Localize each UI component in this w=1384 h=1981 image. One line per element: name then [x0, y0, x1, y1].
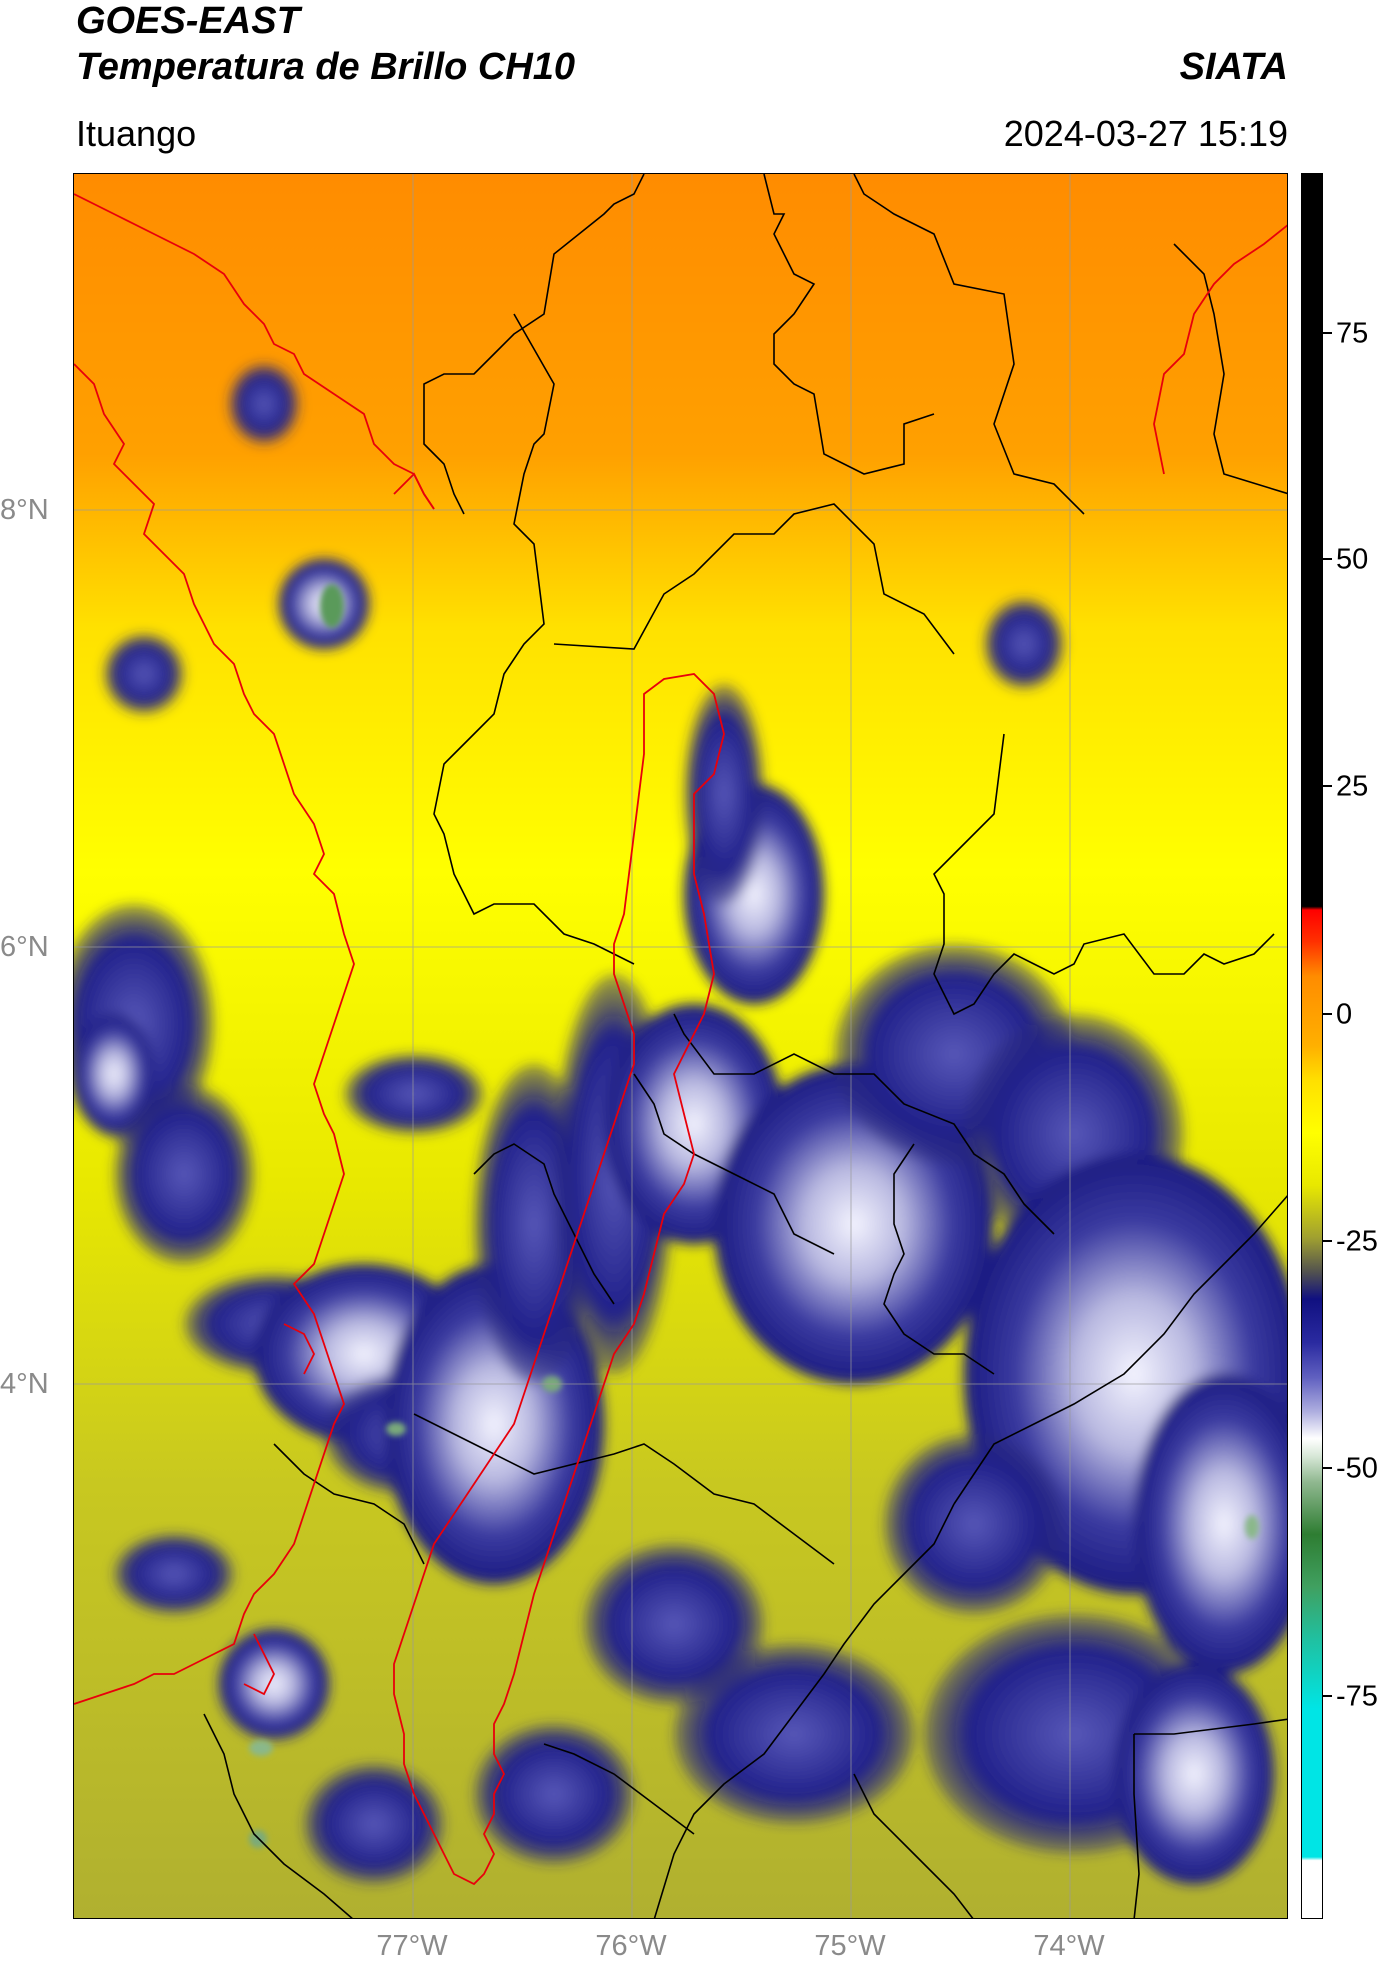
colorbar-label-minus75: -75: [1336, 1680, 1378, 1713]
brand-label: SIATA: [1179, 46, 1288, 88]
brightness-temperature-map[interactable]: [73, 173, 1288, 1919]
colorbar-label-minus25: -25: [1336, 1225, 1378, 1258]
map-timestamp: 2024-03-27 15:19: [1003, 113, 1288, 154]
department-borders: [203, 174, 1287, 1918]
colorbar-label-0: 0: [1336, 998, 1353, 1031]
colorbar-tick-minus50: [1323, 1467, 1332, 1469]
cloud-tops-layer: [74, 364, 1287, 1884]
colorbar-label-minus50: -50: [1336, 1452, 1378, 1485]
lat-label-4n: 4°N: [0, 1368, 49, 1400]
colorbar-tick-75: [1323, 332, 1332, 334]
colorbar-tick-50: [1323, 558, 1332, 560]
colorbar-label-25: 25: [1336, 770, 1369, 803]
lon-label-77w: 77°W: [376, 1930, 448, 1962]
gridlines: [74, 174, 1287, 1918]
colorbar-tick-minus75: [1323, 1695, 1332, 1697]
colorbar-label-50: 50: [1336, 543, 1369, 576]
colorbar-tick-0: [1323, 1013, 1332, 1015]
colorbar-tick-minus25: [1323, 1240, 1332, 1242]
lon-label-74w: 74°W: [1033, 1930, 1105, 1962]
colorbar-label-75: 75: [1336, 317, 1369, 350]
country-borders: [74, 193, 1287, 1886]
map-title-satellite: GOES-EAST: [76, 0, 300, 42]
lat-label-8n: 8°N: [0, 494, 49, 526]
colorbar: [1301, 173, 1323, 1919]
colorbar-tick-25: [1323, 785, 1332, 787]
lon-label-76w: 76°W: [595, 1930, 667, 1962]
colorbar-gradient: [1302, 174, 1322, 1918]
lat-label-6n: 6°N: [0, 931, 49, 963]
map-title-product: Temperatura de Brillo CH10: [76, 46, 576, 88]
map-canvas: [74, 174, 1287, 1918]
lon-label-75w: 75°W: [814, 1930, 886, 1962]
map-subtitle-location: Ituango: [76, 113, 197, 154]
